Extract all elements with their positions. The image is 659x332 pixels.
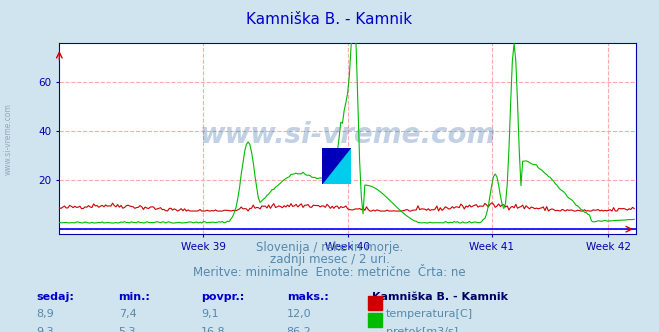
Text: min.:: min.: bbox=[119, 292, 150, 302]
Text: Kamniška B. - Kamnik: Kamniška B. - Kamnik bbox=[246, 12, 413, 27]
Text: 8,9: 8,9 bbox=[36, 309, 54, 319]
Text: 86,2: 86,2 bbox=[287, 327, 312, 332]
Text: Slovenija / reke in morje.: Slovenija / reke in morje. bbox=[256, 241, 403, 254]
Text: 7,4: 7,4 bbox=[119, 309, 136, 319]
Text: temperatura[C]: temperatura[C] bbox=[386, 309, 473, 319]
Text: 12,0: 12,0 bbox=[287, 309, 311, 319]
Text: 5,3: 5,3 bbox=[119, 327, 136, 332]
Polygon shape bbox=[322, 148, 351, 184]
Text: zadnji mesec / 2 uri.: zadnji mesec / 2 uri. bbox=[270, 253, 389, 266]
Text: sedaj:: sedaj: bbox=[36, 292, 74, 302]
Polygon shape bbox=[322, 148, 351, 184]
Text: pretok[m3/s]: pretok[m3/s] bbox=[386, 327, 457, 332]
Text: www.si-vreme.com: www.si-vreme.com bbox=[3, 104, 13, 175]
Text: Kamniška B. - Kamnik: Kamniška B. - Kamnik bbox=[372, 292, 508, 302]
Text: 9,3: 9,3 bbox=[36, 327, 54, 332]
Polygon shape bbox=[322, 148, 351, 184]
Text: maks.:: maks.: bbox=[287, 292, 328, 302]
Text: 16,8: 16,8 bbox=[201, 327, 225, 332]
Text: 9,1: 9,1 bbox=[201, 309, 219, 319]
Text: Meritve: minimalne  Enote: metrične  Črta: ne: Meritve: minimalne Enote: metrične Črta:… bbox=[193, 266, 466, 279]
Text: www.si-vreme.com: www.si-vreme.com bbox=[200, 121, 496, 149]
Text: povpr.:: povpr.: bbox=[201, 292, 244, 302]
